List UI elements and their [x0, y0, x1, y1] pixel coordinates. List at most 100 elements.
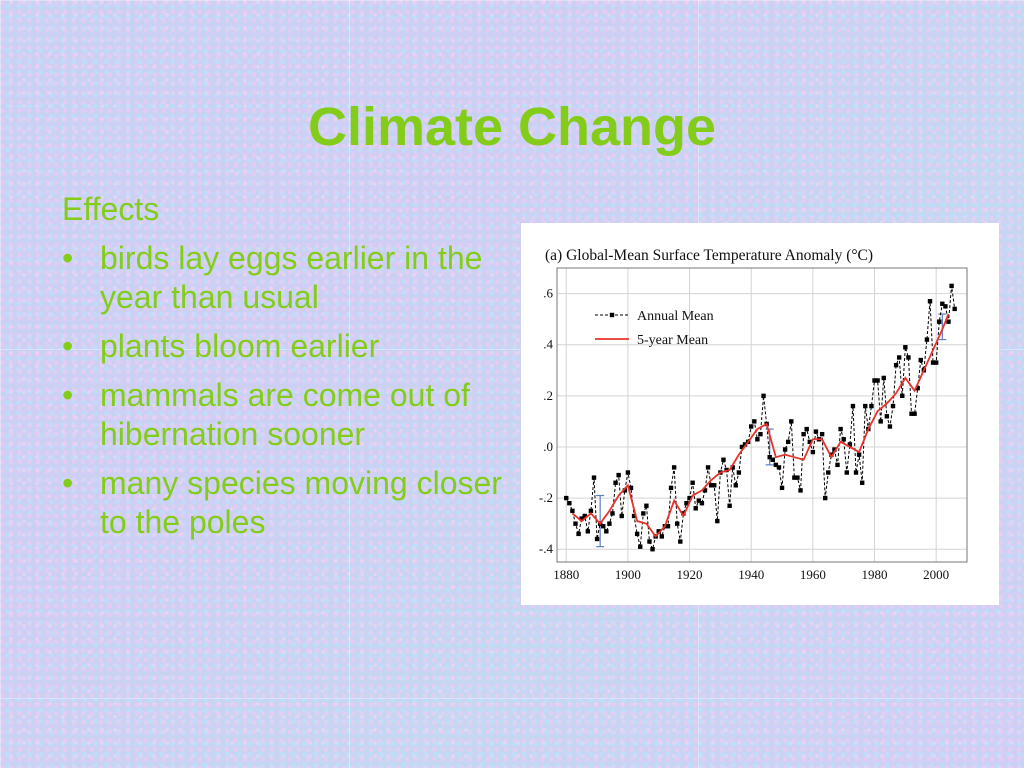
annual-mean-point	[702, 488, 708, 493]
annual-mean-point	[730, 465, 735, 470]
annual-mean-point	[727, 503, 732, 508]
annual-mean-point	[622, 488, 628, 493]
y-tick-label: .0	[543, 439, 553, 454]
annual-mean-point	[933, 360, 939, 365]
x-tick-label: 1940	[738, 567, 764, 582]
annual-mean-point	[742, 442, 748, 447]
annual-mean-point	[826, 470, 831, 475]
annual-mean-point	[761, 393, 766, 399]
plot-frame	[556, 267, 968, 563]
y-tick-label: -.2	[539, 490, 553, 505]
annual-mean-point	[853, 470, 859, 475]
annual-mean-point	[613, 480, 618, 485]
annual-mean-point	[733, 483, 738, 488]
annual-mean-point	[708, 483, 714, 488]
series-annual-mean-line	[565, 285, 956, 551]
annual-mean-point	[705, 465, 711, 470]
annual-mean-point	[927, 299, 933, 304]
y-tick-label: .2	[543, 388, 553, 403]
annual-mean-point	[776, 465, 782, 470]
x-tick-label: 1880	[553, 567, 579, 582]
annual-mean-point	[594, 536, 600, 542]
annual-mean-point	[789, 419, 794, 424]
bullet-item: • birds lay eggs earlier in the year tha…	[62, 239, 502, 317]
annual-mean-point	[903, 345, 908, 350]
annual-mean-point	[607, 521, 612, 526]
annual-mean-point	[681, 511, 686, 516]
annual-mean-point	[890, 403, 896, 409]
y-tick-label: .4	[543, 337, 553, 352]
annual-mean-point	[644, 503, 649, 508]
annual-mean-point	[758, 431, 763, 437]
x-tick-label: 2000	[923, 567, 949, 582]
annual-mean-point	[650, 547, 655, 552]
annual-mean-point	[835, 462, 840, 468]
annual-mean-point	[696, 498, 702, 503]
annual-mean-point	[915, 385, 920, 391]
annual-mean-point	[773, 462, 779, 468]
annual-mean-point	[924, 337, 930, 342]
annual-mean-point	[841, 437, 846, 442]
annual-mean-point	[591, 475, 597, 480]
annual-mean-point	[856, 452, 862, 457]
annual-mean-point	[712, 483, 717, 488]
annual-mean-point	[795, 475, 800, 480]
annual-mean-point	[767, 454, 772, 460]
chart-title: (a) Global-Mean Surface Temperature Anom…	[545, 247, 873, 264]
annual-mean-point	[770, 457, 775, 462]
annual-mean-point	[570, 508, 575, 514]
annual-mean-point	[872, 378, 877, 383]
bullet-text: birds lay eggs earlier in the year than …	[100, 240, 483, 316]
annual-mean-point	[668, 485, 674, 491]
annual-mean-point	[779, 485, 785, 491]
effects-heading: Effects	[62, 191, 160, 227]
annual-mean-point	[801, 431, 806, 437]
annual-mean-point	[804, 426, 809, 432]
bullet-item: • mammals are come out of hibernation so…	[62, 376, 502, 454]
annual-mean-point	[690, 480, 695, 485]
annual-mean-point	[847, 442, 853, 447]
bullet-text: mammals are come out of hibernation soon…	[100, 377, 470, 453]
annual-mean-point	[665, 524, 671, 529]
bullet-text: many species moving closer to the poles	[100, 465, 502, 541]
annual-mean-point	[900, 393, 905, 399]
bullet-item: • plants bloom earlier	[62, 327, 502, 366]
annual-mean-point	[693, 506, 698, 511]
bullet-text: plants bloom earlier	[100, 328, 380, 365]
annual-mean-point	[631, 513, 637, 519]
annual-mean-point	[810, 449, 816, 455]
annual-mean-point	[819, 431, 825, 437]
annual-mean-point	[896, 355, 902, 360]
annual-mean-point	[798, 488, 803, 493]
y-tick-label: .6	[543, 286, 553, 301]
annual-mean-point	[940, 301, 945, 306]
bullet-glyph: •	[62, 328, 74, 365]
annual-mean-point	[564, 495, 569, 501]
annual-mean-point	[573, 521, 578, 526]
annual-mean-point	[656, 529, 661, 534]
annual-mean-point	[638, 544, 643, 549]
annual-mean-point	[671, 465, 677, 470]
annual-mean-point	[625, 470, 631, 475]
legend-annual-label: Annual Mean	[637, 309, 714, 324]
annual-mean-point	[659, 534, 665, 539]
annual-mean-point	[918, 357, 923, 363]
annual-mean-point	[863, 403, 868, 409]
annual-mean-point	[943, 304, 948, 309]
annual-mean-point	[875, 378, 880, 383]
x-tick-label: 1980	[862, 567, 888, 582]
annual-mean-point	[792, 475, 797, 480]
annual-mean-point	[786, 439, 791, 445]
annual-mean-point	[949, 283, 954, 289]
annual-mean-point	[579, 516, 584, 521]
annual-mean-point	[887, 424, 893, 429]
bullet-glyph: •	[62, 377, 74, 414]
annual-mean-point	[829, 452, 834, 457]
annual-mean-point	[782, 447, 788, 452]
annual-mean-point	[909, 411, 914, 416]
annual-mean-point	[715, 518, 720, 524]
annual-mean-point	[859, 480, 865, 485]
annual-mean-point	[838, 426, 843, 432]
legend-5yr-label: 5-year Mean	[637, 333, 708, 348]
annual-mean-point	[604, 529, 609, 534]
